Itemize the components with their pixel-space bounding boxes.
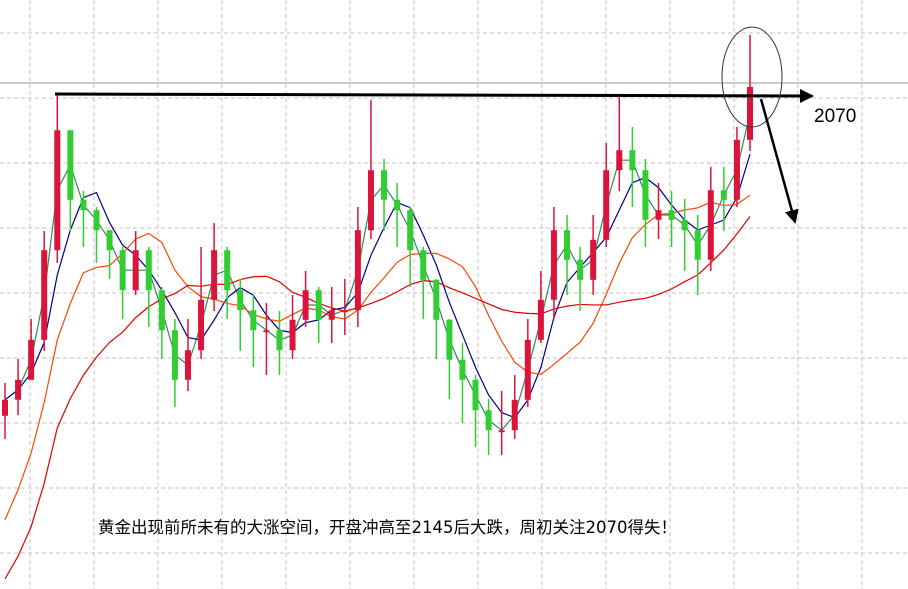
candle-down — [446, 319, 453, 360]
candle-up — [537, 299, 544, 340]
candle-up — [341, 310, 348, 313]
ma-long-line — [4, 216, 751, 580]
candle-down — [106, 230, 113, 251]
level-label-2070: 2070 — [814, 106, 857, 127]
candle-up — [41, 250, 48, 340]
candle-down — [93, 210, 100, 231]
candle-down — [224, 250, 231, 291]
candle-down — [80, 199, 87, 211]
candle-down — [564, 230, 571, 260]
candle-down — [119, 250, 126, 291]
candle-down — [276, 330, 283, 351]
downtrend-arrow — [759, 98, 799, 224]
candle-down — [459, 359, 466, 380]
candle-down — [158, 290, 165, 331]
candle-down — [642, 170, 649, 220]
ma-mid-line — [4, 154, 751, 419]
ma-slow-line — [4, 194, 751, 521]
candle-down — [433, 279, 440, 320]
candle-down — [629, 150, 636, 171]
candle-up — [550, 230, 557, 300]
candle-up — [707, 190, 714, 260]
candle-up — [655, 210, 662, 220]
candle-up — [211, 250, 218, 300]
ma-fast-line — [4, 113, 751, 432]
candle-up — [616, 150, 623, 171]
candle-down — [694, 230, 701, 260]
candle-up — [15, 379, 22, 400]
candle-down — [237, 290, 244, 311]
candle-down — [485, 410, 492, 431]
spike-highlight-ellipse — [721, 26, 783, 128]
candle-down — [472, 379, 479, 411]
candle-up — [132, 250, 139, 291]
candle-down — [681, 219, 688, 231]
candle-up — [511, 399, 518, 431]
candle-up — [590, 239, 597, 280]
candle-down — [720, 190, 727, 200]
candle-up — [328, 310, 335, 320]
candle-down — [67, 130, 74, 200]
candle-down — [315, 290, 322, 320]
candle-down — [407, 210, 414, 251]
candle-up — [747, 87, 753, 140]
candle-up — [2, 399, 8, 416]
candle-down — [171, 330, 178, 380]
chart-caption: 黄金出现前所未有的大涨空间，开盘冲高至2145后大跌，周初关注2070得失！ — [98, 518, 677, 537]
candle-up — [184, 350, 191, 380]
candle-up — [28, 339, 35, 380]
candle-up — [524, 339, 531, 400]
candle-up — [354, 230, 361, 311]
candle-up — [367, 170, 374, 231]
candle-up — [289, 319, 296, 351]
candle-up — [302, 290, 309, 320]
candle-up — [733, 139, 740, 200]
candle-down — [420, 250, 427, 280]
candle-down — [394, 199, 401, 211]
candle-down — [381, 170, 388, 200]
candle-down — [577, 259, 584, 280]
candle-down — [668, 210, 675, 220]
candle-up — [498, 430, 505, 433]
candle-down — [145, 250, 152, 291]
resistance-arrow — [54, 88, 814, 103]
candle-down — [250, 310, 257, 331]
candle-up — [198, 299, 205, 351]
candle-up — [603, 170, 610, 240]
candle-up — [54, 130, 61, 251]
candle-up — [263, 330, 270, 333]
